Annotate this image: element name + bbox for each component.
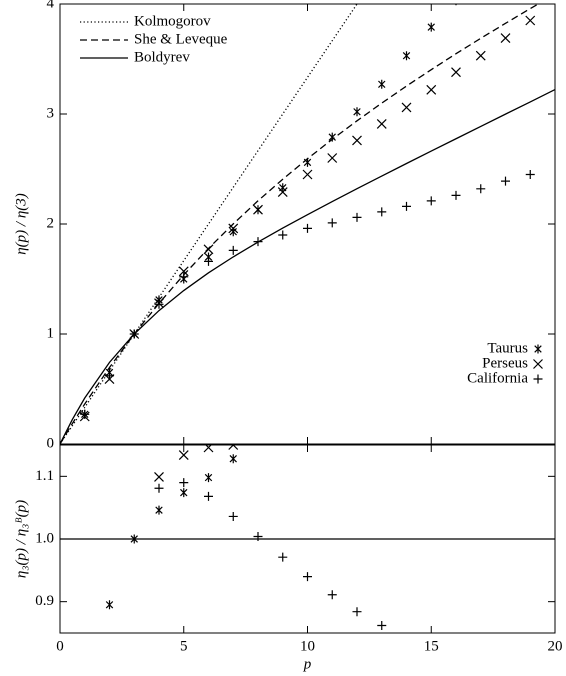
marker [302,169,313,180]
marker [401,102,412,113]
curve [60,88,555,444]
marker [179,272,189,282]
marker [500,33,511,44]
marker [228,445,239,450]
marker [327,590,337,600]
marker [228,511,238,521]
marker [303,223,312,233]
marker [327,153,338,163]
marker [204,491,213,501]
marker [279,183,287,193]
marker [426,84,437,95]
marker [105,371,114,381]
marker [204,256,213,266]
marker [328,132,336,142]
x-tick-label: 15 [424,638,439,654]
marker [154,299,164,309]
marker [426,196,436,206]
marker [178,450,189,460]
marker [203,244,214,255]
legend-label: Boldyrev [134,49,190,65]
legend-marker [533,374,543,384]
marker [179,478,189,488]
marker [155,505,163,515]
y-tick-label: 1.0 [35,530,54,546]
x-tick-label: 5 [180,638,188,654]
legend-label: Kolmogorov [134,13,211,29]
x-axis-label: p [303,656,312,672]
marker [352,135,362,146]
marker [228,223,239,234]
marker [525,15,536,26]
y-tick-label: 0 [47,435,55,451]
legend-label: Taurus [487,340,528,356]
curve [60,4,358,444]
marker [303,572,312,582]
y-tick-label: 1 [47,325,55,341]
marker [402,51,411,61]
marker [352,607,362,617]
marker [327,218,337,228]
y-tick-label: 2 [47,215,55,231]
legend-marker [534,344,542,354]
marker [154,472,164,482]
marker [303,157,312,167]
plot-area [60,4,555,444]
marker [353,107,361,117]
marker [204,473,213,483]
marker [178,266,189,277]
legend-label: She & Leveque [134,31,228,47]
marker [253,204,263,215]
marker [376,118,387,129]
marker [501,176,510,186]
marker [228,245,238,255]
x-tick-label: 20 [548,638,563,654]
x-tick-label: 0 [56,638,64,654]
marker [229,454,237,464]
marker [451,67,461,78]
marker [130,534,138,544]
y-tick-label: 4 [47,0,55,11]
y-tick-label: 0.9 [35,593,54,609]
marker [476,184,486,194]
legend-marker [533,359,543,369]
marker [80,409,90,419]
curve [60,4,540,444]
legend-label: California [467,370,528,386]
plot-area [105,445,387,630]
marker [253,237,263,247]
marker [180,488,188,498]
marker [377,207,387,217]
marker [451,190,461,200]
marker [105,600,114,610]
marker [278,230,288,240]
marker [352,212,362,222]
marker [427,22,435,32]
x-tick-label: 10 [300,638,315,654]
marker [378,79,386,89]
marker [203,445,214,453]
marker [402,201,411,211]
marker [377,620,387,630]
marker [129,329,139,339]
y-axis-label: η(p) / η(3) [13,193,29,255]
marker [278,552,288,562]
y-tick-label: 3 [47,105,55,121]
marker [525,170,535,179]
marker [253,531,263,541]
y-axis-label: η₃(p) / η₃ᴮ(p) [13,500,29,578]
legend-label: Perseus [482,355,528,371]
marker [475,50,486,61]
marker [154,483,164,493]
y-tick-label: 1.1 [35,468,54,484]
marker [277,187,288,198]
